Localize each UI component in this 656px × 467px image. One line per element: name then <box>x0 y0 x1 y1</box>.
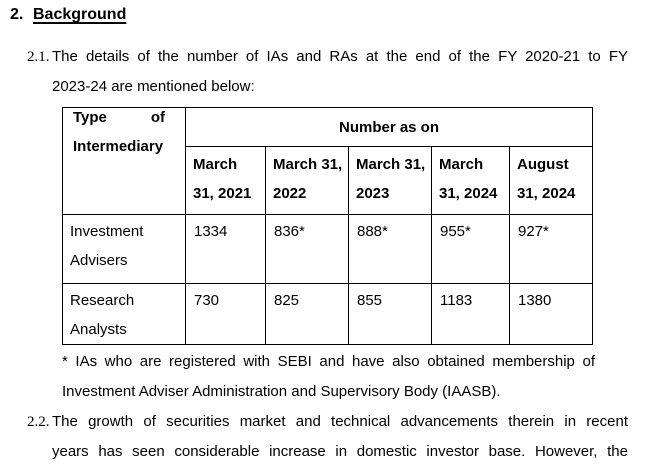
paragraph-2-2-text: The growth of securities market and tech… <box>52 407 628 467</box>
value-cell: 955* <box>431 214 510 284</box>
value-cell: 927* <box>509 214 593 284</box>
paragraph-2-2: 2.2. The growth of securities market and… <box>27 407 628 467</box>
table-footnote: * IAs who are registered with SEBI and h… <box>62 347 595 407</box>
corner-header-type-of-intermediary: Type of Intermediary <box>62 107 186 215</box>
row-label-research-analysts: Research Analysts <box>62 283 186 345</box>
value-cell: 855 <box>348 283 432 345</box>
paragraph-2-1: 2.1. The details of the number of IAs an… <box>27 42 628 102</box>
intermediary-count-table: Type of Intermediary Number as on March … <box>62 107 593 345</box>
section-heading: 2. Background <box>10 6 126 24</box>
corner-header-line-1: Type of <box>73 109 165 126</box>
paragraph-2-1-text: The details of the number of IAs and RAs… <box>52 42 628 102</box>
value-cell: 730 <box>185 283 266 345</box>
footnote-line-1: * IAs who are registered with SEBI and h… <box>62 353 595 370</box>
paragraph-2-2-number: 2.2. <box>27 414 50 430</box>
paragraph-2-2-line-2: years has seen considerable increase in … <box>52 443 628 460</box>
row-label-investment-advisers: Investment Advisers <box>62 214 186 284</box>
table-row-investment-advisers: Investment Advisers 1334 836* 888* 955* … <box>62 214 593 284</box>
value-cell: 825 <box>265 283 349 345</box>
paragraph-2-2-line-1: The growth of securities market and tech… <box>52 413 628 430</box>
paragraph-2-1-number: 2.1. <box>27 49 50 65</box>
paragraph-2-1-line-2: 2023-24 are mentioned below: <box>52 78 255 95</box>
column-header-march-31-2024: March 31, 2024 <box>431 146 510 215</box>
table-row-research-analysts: Research Analysts 730 825 855 1183 1380 <box>62 283 593 345</box>
value-cell: 1334 <box>185 214 266 284</box>
paragraph-2-1-line-1: The details of the number of IAs and RAs… <box>52 48 628 65</box>
heading-number: 2. <box>10 6 24 23</box>
value-cell: 1380 <box>509 283 593 345</box>
number-as-on-header: Number as on <box>185 107 593 147</box>
footnote-line-2: Investment Adviser Administration and Su… <box>62 383 501 400</box>
column-header-march-31-2023: March 31, 2023 <box>348 146 432 215</box>
heading-title: Background <box>33 6 127 23</box>
value-cell: 836* <box>265 214 349 284</box>
column-header-august-31-2024: August 31, 2024 <box>509 146 593 215</box>
corner-header-line-2: Intermediary <box>73 138 164 155</box>
column-header-march-31-2021: March 31, 2021 <box>185 146 266 215</box>
column-header-march-31-2022: March 31, 2022 <box>265 146 349 215</box>
value-cell: 888* <box>348 214 432 284</box>
value-cell: 1183 <box>431 283 510 345</box>
